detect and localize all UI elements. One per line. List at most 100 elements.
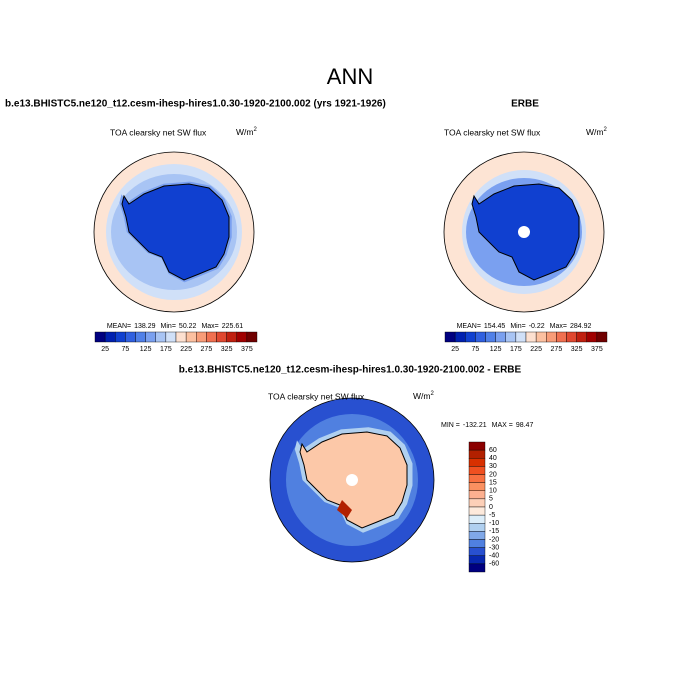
colorbar-label: 325 xyxy=(221,346,233,353)
colorbar-label: 275 xyxy=(201,346,213,353)
colorbar-cell xyxy=(586,331,598,343)
colorbar-cell xyxy=(468,498,486,508)
colorbar-cell xyxy=(468,523,486,532)
colorbar-cell xyxy=(206,331,217,343)
colorbar-cell xyxy=(104,331,116,343)
colorbar-cell xyxy=(145,331,156,343)
stat-label: MAX = xyxy=(492,422,513,429)
colorbar-cell xyxy=(515,331,527,343)
colorbar-label: -10 xyxy=(489,520,499,527)
colorbar-label: 375 xyxy=(241,346,253,353)
colorbar-label: 5 xyxy=(489,496,493,503)
colorbar-cell xyxy=(576,331,587,343)
figure-title: ANN xyxy=(327,64,373,89)
colorbar-cell xyxy=(468,555,486,565)
colorbar-label: 75 xyxy=(121,346,129,353)
stats: MEAN= 154.45 Min= -0.22 Max= 284.92 xyxy=(457,323,592,330)
colorbar-label: 40 xyxy=(489,455,497,462)
stat-value: 50.22 xyxy=(179,323,197,330)
colorbar-cell xyxy=(596,331,608,343)
stat-value: 138.29 xyxy=(134,323,156,330)
colorbar-cell xyxy=(165,331,177,343)
colorbar-cell xyxy=(535,331,547,343)
colorbar-label: 10 xyxy=(489,488,497,495)
colorbar-cell xyxy=(468,531,486,540)
colorbar-cell xyxy=(468,547,486,556)
colorbar-label: 75 xyxy=(471,346,479,353)
colorbar-cell xyxy=(468,441,486,451)
colorbar-cell xyxy=(196,331,207,343)
colorbar-cell xyxy=(246,331,258,343)
stat-label: Min= xyxy=(510,323,525,330)
colorbar-label: 325 xyxy=(571,346,583,353)
colorbar-cell xyxy=(155,331,167,343)
colorbar-cell xyxy=(125,331,136,343)
colorbar-cell xyxy=(485,331,496,343)
colorbar-label: 175 xyxy=(160,346,172,353)
units: W/m2 xyxy=(413,391,434,402)
colorbar-cell xyxy=(468,458,486,467)
colorbar-cell xyxy=(115,331,126,343)
colorbar-cell xyxy=(468,506,486,516)
colorbar-cell xyxy=(468,563,486,573)
colorbar-label: -30 xyxy=(489,544,499,551)
stat-label: MEAN= xyxy=(107,323,131,330)
colorbar-cell xyxy=(226,331,237,343)
stats: MIN = -132.21 MAX = 98.47 xyxy=(441,422,533,429)
colorbar-label: 15 xyxy=(489,479,497,486)
panel-subtitle: TOA clearsky net SW flux xyxy=(110,127,207,137)
stat-label: Max= xyxy=(550,323,567,330)
stat-value: 225.61 xyxy=(222,323,244,330)
colorbar-label: 25 xyxy=(101,346,109,353)
panel-title: ERBE xyxy=(511,99,539,110)
colorbar-cell xyxy=(468,514,486,524)
colorbar-label: 125 xyxy=(490,346,502,353)
units-text: W/m xyxy=(413,391,430,401)
colorbar-cell xyxy=(454,331,466,343)
stats: MEAN= 138.29 Min= 50.22 Max= 225.61 xyxy=(107,323,243,330)
map-erbe xyxy=(443,151,605,313)
stat-value: -132.21 xyxy=(463,422,487,429)
colorbar-cell xyxy=(566,331,577,343)
colorbar-cell xyxy=(468,482,486,491)
colorbar-cell xyxy=(465,331,476,343)
stat-label: MIN = xyxy=(441,422,460,429)
colorbar-label: 25 xyxy=(451,346,459,353)
colorbar-cell xyxy=(216,331,227,343)
colorbar-label: -40 xyxy=(489,553,499,560)
colorbar-cell xyxy=(546,331,557,343)
stat-label: Max= xyxy=(201,323,218,330)
panel-subtitle: TOA clearsky net SW flux xyxy=(444,127,541,137)
colorbar-cell xyxy=(185,331,197,343)
colorbar-cell xyxy=(525,331,537,343)
colorbar-label: 20 xyxy=(489,471,497,478)
colorbar-cell xyxy=(468,466,486,475)
colorbar-label: -15 xyxy=(489,528,499,535)
map-model xyxy=(93,151,255,313)
stat-label: Min= xyxy=(161,323,176,330)
colorbar-label: 125 xyxy=(140,346,152,353)
colorbar-label: -20 xyxy=(489,536,499,543)
map-difference xyxy=(269,397,435,563)
stat-label: MEAN= xyxy=(457,323,481,330)
colorbar-cell xyxy=(175,331,187,343)
stat-value: 154.45 xyxy=(484,323,506,330)
stat-value: -0.22 xyxy=(529,323,545,330)
colorbar-label: 225 xyxy=(180,346,192,353)
colorbar-label: 30 xyxy=(489,463,497,470)
panel-subtitle: TOA clearsky net SW flux xyxy=(268,391,365,401)
colorbar-cell xyxy=(556,331,567,343)
colorbar-cell xyxy=(444,331,456,343)
colorbar-label: 0 xyxy=(489,504,493,511)
units-exponent: 2 xyxy=(603,127,607,133)
colorbar-label: 275 xyxy=(551,346,563,353)
units-text: W/m xyxy=(586,127,603,137)
colorbar-cell xyxy=(505,331,517,343)
panel-title: b.e13.BHISTC5.ne120_t12.cesm-ihesp-hires… xyxy=(5,99,386,110)
stat-value: 98.47 xyxy=(516,422,534,429)
colorbar-label: 225 xyxy=(530,346,542,353)
panel-title: b.e13.BHISTC5.ne120_t12.cesm-ihesp-hires… xyxy=(179,365,522,376)
colorbar-cell xyxy=(468,474,486,483)
colorbar-cell xyxy=(94,331,106,343)
